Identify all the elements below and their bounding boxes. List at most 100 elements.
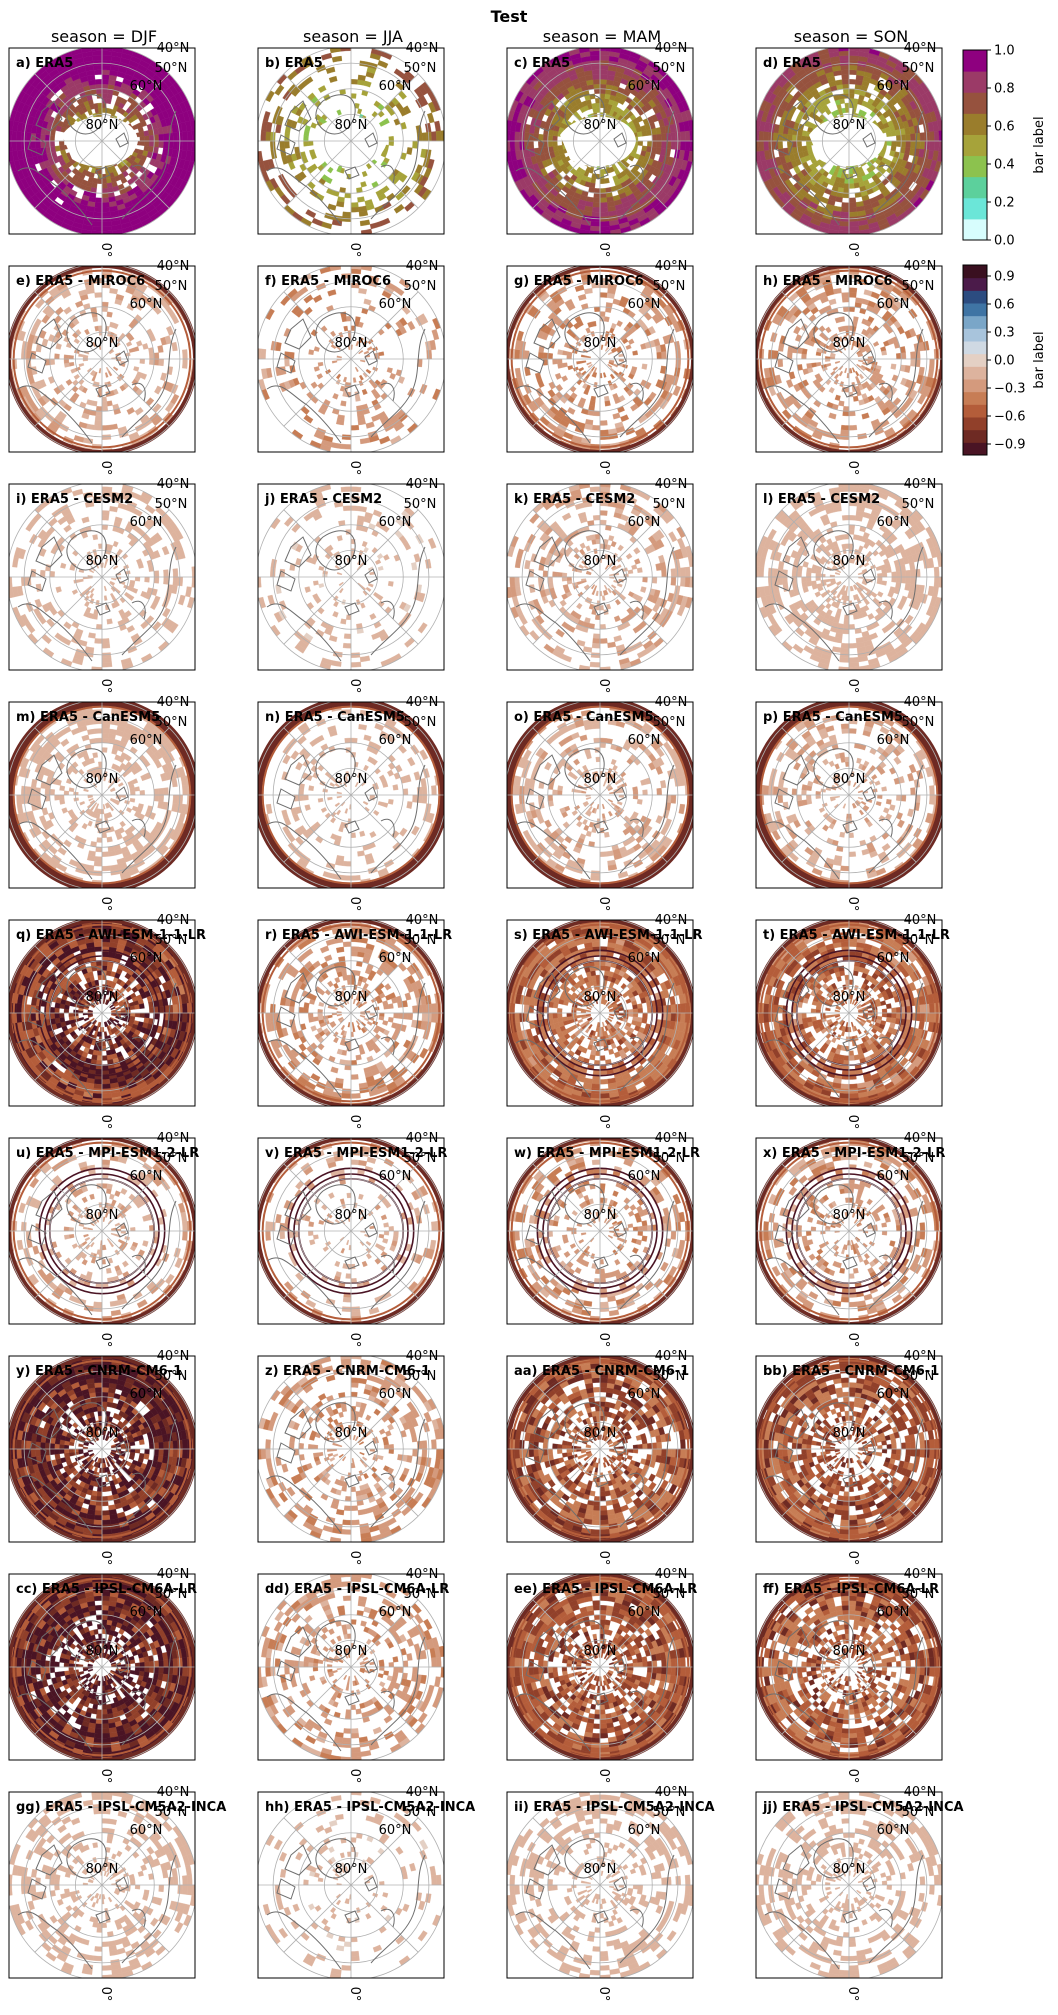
longitude-label-0: 0° xyxy=(596,461,611,476)
coastline-4 xyxy=(619,328,675,438)
field-cell xyxy=(163,140,169,149)
field-cell xyxy=(340,443,352,450)
field-cell xyxy=(73,373,80,380)
coastline-4 xyxy=(370,110,426,220)
field-cell xyxy=(139,358,145,364)
field-cell xyxy=(896,140,902,148)
field-cell xyxy=(651,134,658,142)
field-cell xyxy=(170,313,180,325)
field-cell xyxy=(303,306,313,316)
field-cell xyxy=(379,435,391,445)
field-cell xyxy=(625,553,633,560)
latitude-label-50n: 50°N xyxy=(155,61,188,76)
field-cell xyxy=(848,48,860,52)
coastline-3 xyxy=(764,167,840,226)
field-cell xyxy=(406,147,413,155)
field-cell xyxy=(841,202,850,208)
field-cell xyxy=(881,350,887,356)
field-cell xyxy=(592,515,601,521)
meridian-line xyxy=(599,358,668,427)
field-cell xyxy=(758,140,765,152)
field-cell xyxy=(853,316,859,323)
field-cell xyxy=(881,407,891,416)
meridian-line xyxy=(350,73,419,142)
field-cell xyxy=(33,318,42,329)
meridian-line xyxy=(848,140,917,209)
latitude-label-60n: 60°N xyxy=(877,297,910,312)
field-cell xyxy=(602,372,607,378)
coastline-6 xyxy=(344,384,360,398)
coastline-0 xyxy=(66,312,107,353)
coastline-7 xyxy=(115,568,129,584)
field-cell xyxy=(336,355,342,359)
field-cell xyxy=(608,273,620,281)
field-cell xyxy=(290,541,299,551)
field-cell xyxy=(599,510,608,516)
field-cell xyxy=(848,197,857,203)
latitude-label-50n: 50°N xyxy=(404,279,437,294)
field-cell xyxy=(601,595,606,601)
field-cell xyxy=(589,48,601,52)
field-cell xyxy=(832,288,842,295)
field-cell xyxy=(49,358,55,366)
field-cell xyxy=(412,140,418,149)
panel-frame xyxy=(8,483,196,671)
field-cell xyxy=(101,55,112,61)
field-cell xyxy=(95,624,103,630)
latitude-label-40n: 40°N xyxy=(406,477,439,492)
panel-title: d) ERA5 xyxy=(763,56,821,71)
field-cell xyxy=(579,542,586,550)
field-cell xyxy=(327,544,334,552)
field-cell xyxy=(608,535,615,542)
field-cell xyxy=(153,140,160,148)
field-cell xyxy=(91,48,103,52)
panel-content xyxy=(9,484,195,670)
field-cell xyxy=(635,595,643,603)
field-cell xyxy=(126,407,136,415)
coastline-1 xyxy=(782,100,810,132)
coastline-4 xyxy=(370,328,426,438)
panel-frame xyxy=(8,47,196,235)
field-cell xyxy=(359,219,371,227)
field-cell xyxy=(858,373,865,380)
field-cell xyxy=(56,281,68,291)
coastline-4 xyxy=(121,546,177,656)
field-cell xyxy=(421,132,428,142)
field-cell xyxy=(172,576,179,586)
field-cell xyxy=(144,135,150,142)
field-cell xyxy=(599,83,607,90)
field-cell xyxy=(104,372,109,378)
field-cell xyxy=(609,384,615,391)
field-cell xyxy=(592,197,601,203)
meridian-line xyxy=(34,140,103,209)
field-cell xyxy=(595,538,601,545)
field-cell xyxy=(358,380,364,387)
latitude-label-40n: 40°N xyxy=(406,41,439,56)
field-cell xyxy=(557,363,564,369)
panel-title: c) ERA5 xyxy=(514,56,570,71)
field-cell xyxy=(561,572,568,578)
field-cell xyxy=(758,130,765,142)
field-cell xyxy=(589,230,601,234)
field-cell xyxy=(828,412,837,420)
coastline-7 xyxy=(862,132,876,148)
coastline-5 xyxy=(380,600,395,620)
field-cell xyxy=(904,365,911,373)
coastline-3 xyxy=(17,167,93,226)
field-cell xyxy=(632,625,642,634)
field-cell xyxy=(622,364,628,369)
field-cell xyxy=(92,549,97,555)
field-cell xyxy=(845,330,850,336)
coastline-6 xyxy=(95,166,111,180)
field-cell xyxy=(94,420,103,426)
column-header-son: season = SON xyxy=(794,27,909,46)
field-cell xyxy=(342,642,352,649)
field-cell xyxy=(592,79,601,85)
field-cell xyxy=(101,79,110,85)
column-header-djf: season = DJF xyxy=(51,27,157,46)
field-cell xyxy=(333,600,339,608)
field-cell xyxy=(607,587,613,594)
coastline-5 xyxy=(380,164,395,184)
